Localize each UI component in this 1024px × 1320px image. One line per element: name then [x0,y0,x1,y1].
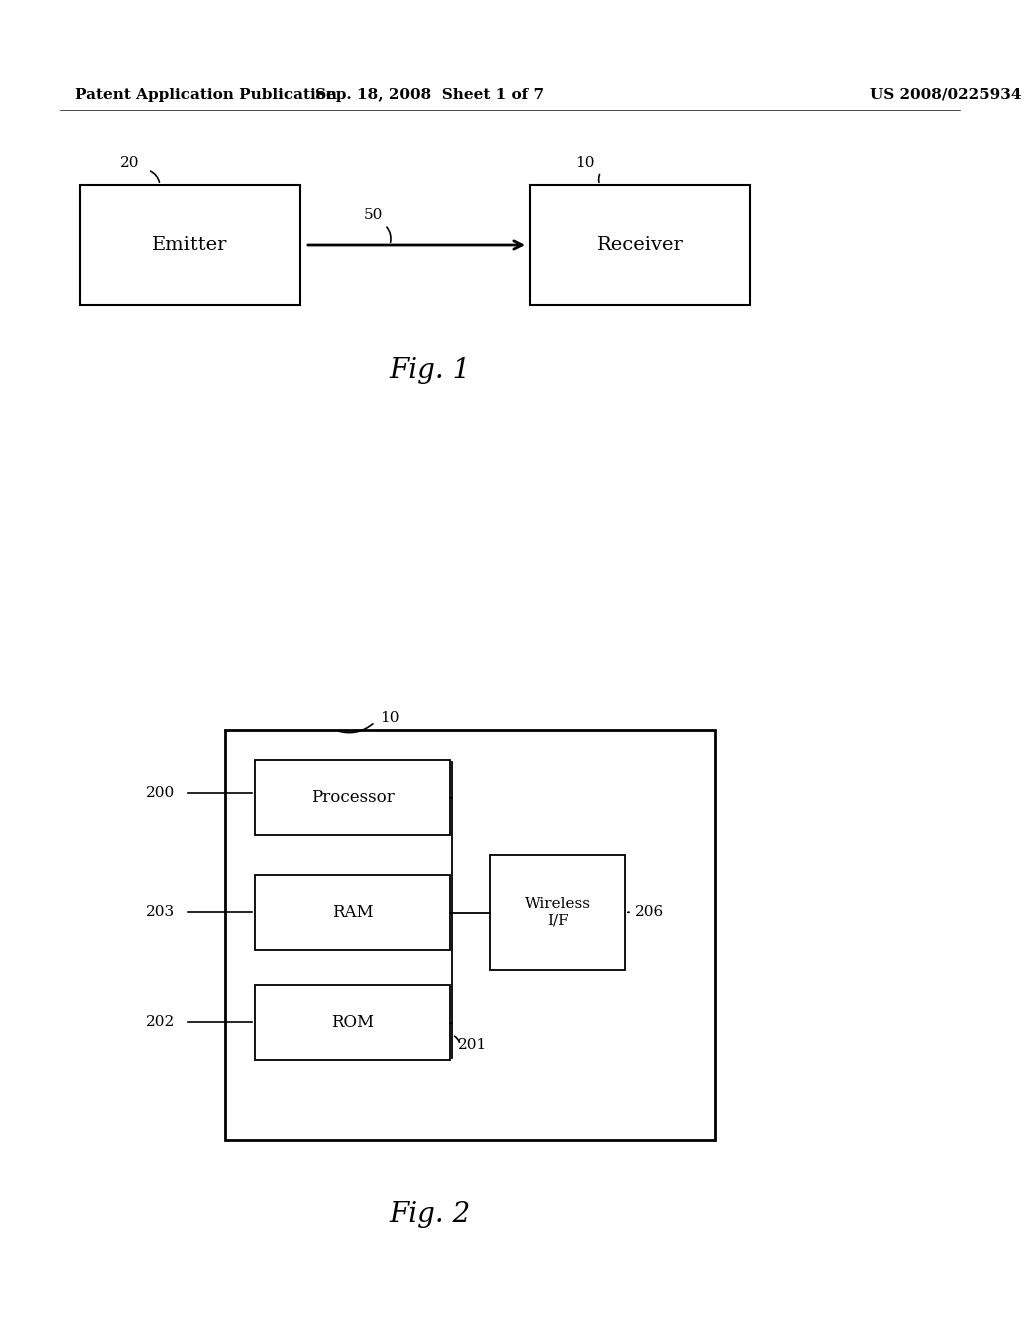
Text: 50: 50 [364,209,383,222]
Text: 203: 203 [145,906,175,919]
Bar [255,760,450,836]
Text: 200: 200 [145,785,175,800]
Text: Processor: Processor [310,789,394,807]
Bar [255,875,450,950]
Text: Fig. 1: Fig. 1 [389,356,471,384]
Text: Wireless
I/F: Wireless I/F [524,898,591,928]
Text: US 2008/0225934 A1: US 2008/0225934 A1 [870,88,1024,102]
Text: RAM: RAM [332,904,374,921]
Bar [80,185,300,305]
Text: 206: 206 [635,906,665,919]
Text: 10: 10 [575,156,595,170]
Text: Emitter: Emitter [153,236,227,253]
Text: Receiver: Receiver [597,236,683,253]
Text: 10: 10 [380,711,399,725]
Bar [530,185,750,305]
Text: Fig. 2: Fig. 2 [389,1201,471,1229]
Text: 202: 202 [145,1015,175,1030]
Text: ROM: ROM [331,1014,374,1031]
Text: Patent Application Publication: Patent Application Publication [75,88,337,102]
Bar [255,985,450,1060]
Text: 201: 201 [458,1038,487,1052]
Text: 20: 20 [120,156,139,170]
Bar [225,730,715,1140]
Bar [490,855,625,970]
Text: Sep. 18, 2008  Sheet 1 of 7: Sep. 18, 2008 Sheet 1 of 7 [315,88,545,102]
